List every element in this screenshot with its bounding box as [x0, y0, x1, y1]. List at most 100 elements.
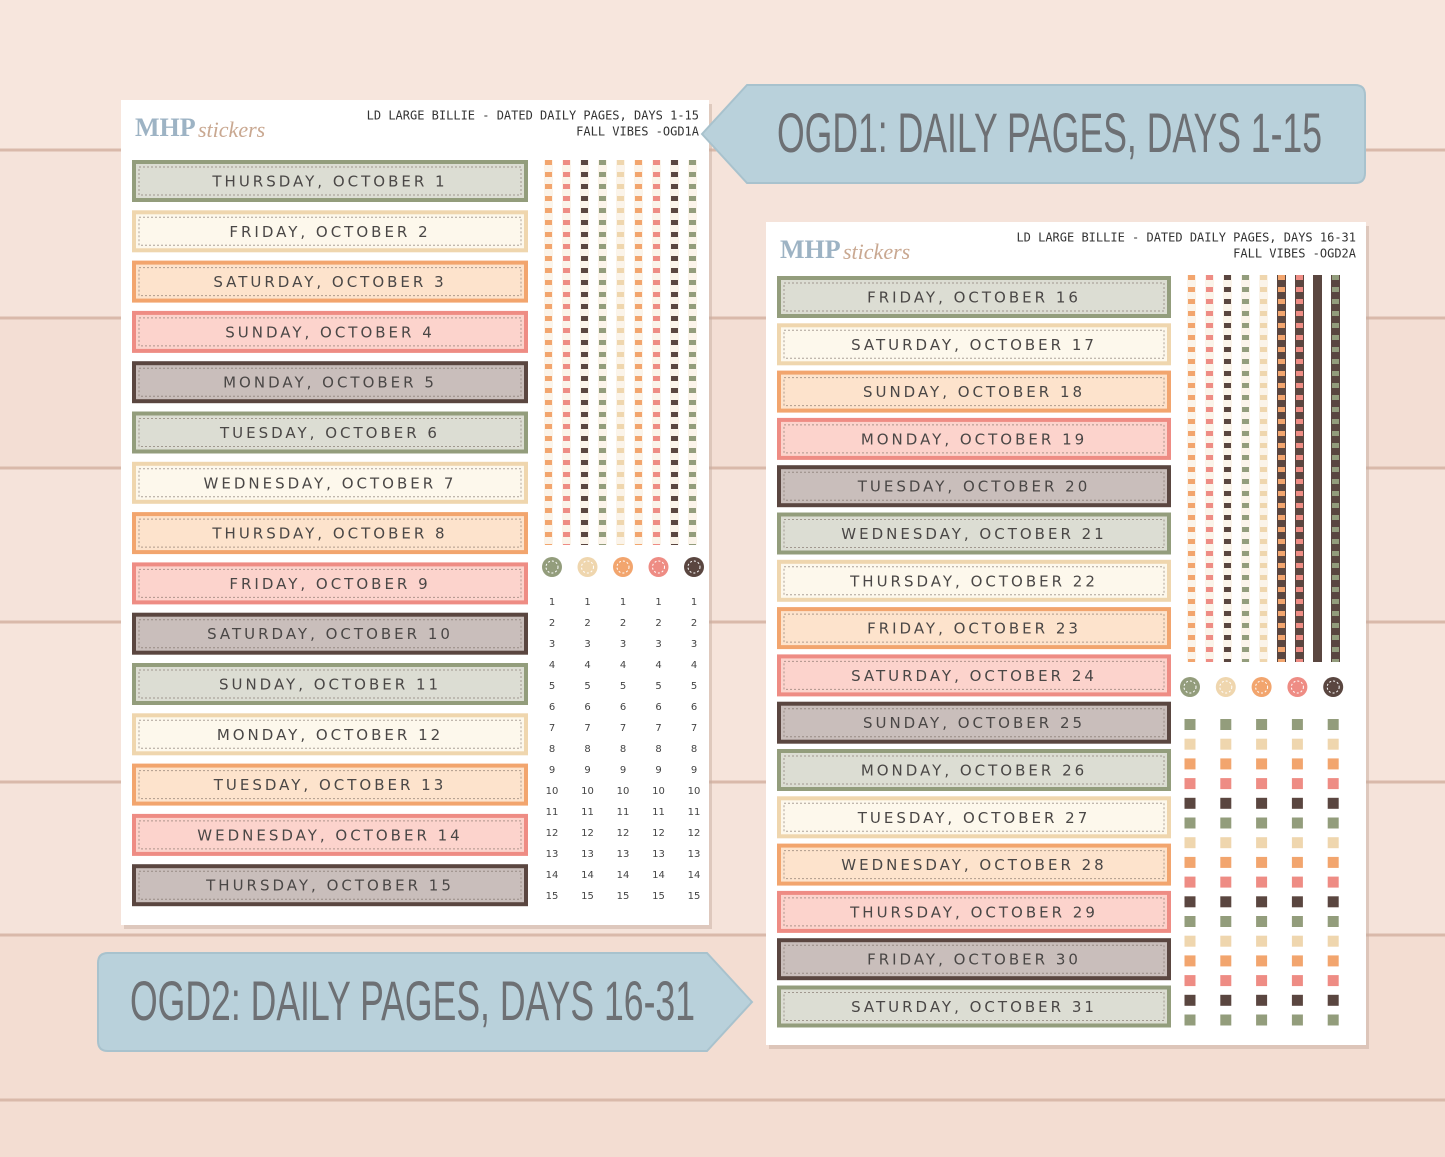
swatch-stitch: [616, 560, 630, 574]
checkbox-sticker: [1256, 975, 1268, 987]
number-sticker: 8: [691, 744, 697, 755]
stitch: [783, 992, 1165, 1021]
color-swatch: [542, 557, 562, 577]
date-label-sticker: [777, 654, 1171, 697]
stitch: [138, 518, 522, 548]
date-label: SATURDAY, OCTOBER 24: [851, 667, 1097, 685]
checkbox-sticker: [1327, 994, 1339, 1006]
date-label-sticker: [777, 370, 1171, 413]
number-sticker: 9: [691, 765, 697, 776]
date-label-sticker: [777, 323, 1171, 366]
date-label: SATURDAY, OCTOBER 3: [213, 273, 446, 291]
checkbox-sticker: [1184, 797, 1196, 809]
checkbox-sticker: [1291, 719, 1303, 730]
checkbox-sticker: [1327, 935, 1339, 947]
checkbox-sticker: [1291, 837, 1303, 849]
number-sticker: 12: [652, 828, 665, 839]
stitch: [783, 755, 1165, 785]
number-sticker: 15: [652, 891, 665, 902]
date-label: SUNDAY, OCTOBER 18: [863, 383, 1085, 401]
sheet-header: FALL VIBES -OGD1A: [576, 125, 700, 139]
number-sticker: 5: [549, 681, 555, 692]
number-sticker: 2: [549, 618, 555, 629]
date-label: MONDAY, OCTOBER 5: [223, 374, 437, 392]
checkbox-sticker: [1256, 856, 1268, 868]
date-label: WEDNESDAY, OCTOBER 7: [204, 474, 457, 492]
stitch: [138, 317, 522, 347]
date-label: FRIDAY, OCTOBER 9: [229, 575, 430, 593]
checkbox-sticker: [1184, 1014, 1196, 1026]
checkbox-sticker: [1220, 1014, 1232, 1026]
date-label-sticker: [777, 276, 1171, 318]
checkbox-sticker: [1184, 876, 1196, 888]
date-label: TUESDAY, OCTOBER 20: [857, 478, 1091, 496]
stitch: [138, 619, 522, 649]
number-sticker: 11: [546, 807, 559, 818]
number-sticker: 9: [549, 765, 555, 776]
number-sticker: 7: [655, 723, 661, 734]
brand-script: stickers: [843, 239, 910, 264]
date-label: SUNDAY, OCTOBER 25: [863, 714, 1085, 732]
checkbox-sticker: [1327, 817, 1339, 829]
number-sticker: 5: [691, 681, 697, 692]
date-label-sticker: [132, 310, 528, 353]
brand-script: stickers: [198, 117, 265, 142]
date-label-sticker: [777, 465, 1171, 508]
banner-text: OGD1: DAILY PAGES, DAYS 1-15: [777, 101, 1322, 164]
number-sticker: 7: [620, 723, 626, 734]
number-sticker: 10: [546, 786, 559, 797]
checkbox-sticker: [1291, 817, 1303, 829]
number-sticker: 6: [549, 702, 555, 713]
stitch: [138, 216, 522, 246]
date-label: SATURDAY, OCTOBER 17: [851, 336, 1097, 354]
checkbox-sticker: [1256, 738, 1268, 750]
date-label-sticker: [132, 562, 528, 605]
number-sticker: 1: [691, 597, 697, 608]
date-label-sticker: [777, 890, 1171, 933]
number-sticker: 3: [584, 639, 590, 650]
date-label-sticker: [132, 612, 528, 655]
date-label: THURSDAY, OCTOBER 1: [211, 173, 447, 191]
number-sticker: 14: [652, 870, 665, 881]
color-swatch: [684, 557, 704, 577]
color-swatch: [1215, 677, 1236, 697]
checkbox-sticker: [1184, 975, 1196, 987]
banner: [97, 952, 754, 1052]
sticker-sheet: MHP stickers LD LARGE BILLIE - DATED DAILY…: [121, 100, 712, 929]
number-sticker: 14: [688, 870, 701, 881]
checkbox-sticker: [1184, 856, 1196, 868]
stitch: [138, 267, 522, 297]
number-sticker: 11: [688, 807, 701, 818]
date-label-sticker: [777, 938, 1171, 981]
checkbox-sticker: [1291, 994, 1303, 1006]
stitch: [783, 802, 1165, 832]
sheet-header: LD LARGE BILLIE - DATED DAILY PAGES, DAY…: [1016, 231, 1356, 245]
checkbox-sticker: [1220, 758, 1232, 770]
number-sticker: 12: [617, 828, 630, 839]
number-sticker: 13: [652, 849, 665, 860]
checkbox-sticker: [1184, 719, 1196, 730]
date-label-sticker: [777, 417, 1171, 460]
sheet-header: FALL VIBES -OGD2A: [1233, 247, 1357, 261]
date-label: WEDNESDAY, OCTOBER 28: [841, 856, 1106, 874]
number-sticker: 3: [655, 639, 661, 650]
banner-text: OGD2: DAILY PAGES, DAYS 16-31: [130, 969, 695, 1032]
number-sticker: 6: [655, 702, 661, 713]
checkbox-sticker: [1327, 797, 1339, 809]
checkbox-sticker: [1256, 876, 1268, 888]
checkbox-sticker: [1184, 916, 1196, 927]
date-label-sticker: [132, 461, 528, 504]
checkbox-sticker: [1327, 876, 1339, 888]
checkbox-sticker: [1184, 994, 1196, 1006]
number-sticker: 14: [581, 870, 594, 881]
swatch-stitch: [581, 560, 594, 574]
checkbox-sticker: [1327, 738, 1339, 750]
number-sticker: 15: [617, 891, 630, 902]
date-label-sticker: [777, 701, 1171, 744]
date-label-sticker: [777, 796, 1171, 839]
number-sticker: 10: [617, 786, 630, 797]
number-sticker: 5: [584, 681, 590, 692]
brand-logo: MHP: [135, 113, 196, 142]
checkbox-sticker: [1327, 896, 1339, 908]
